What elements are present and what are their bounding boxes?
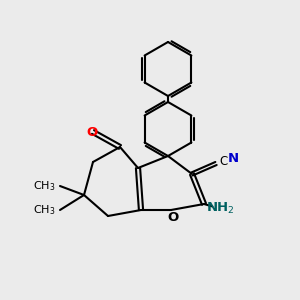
Text: CH$_3$: CH$_3$ bbox=[33, 203, 56, 217]
Text: CH$_3$: CH$_3$ bbox=[33, 179, 56, 193]
Text: O: O bbox=[167, 211, 178, 224]
Text: N: N bbox=[227, 152, 239, 165]
Text: O: O bbox=[86, 125, 97, 139]
Text: C: C bbox=[220, 154, 228, 168]
Text: NH$_2$: NH$_2$ bbox=[206, 201, 235, 216]
